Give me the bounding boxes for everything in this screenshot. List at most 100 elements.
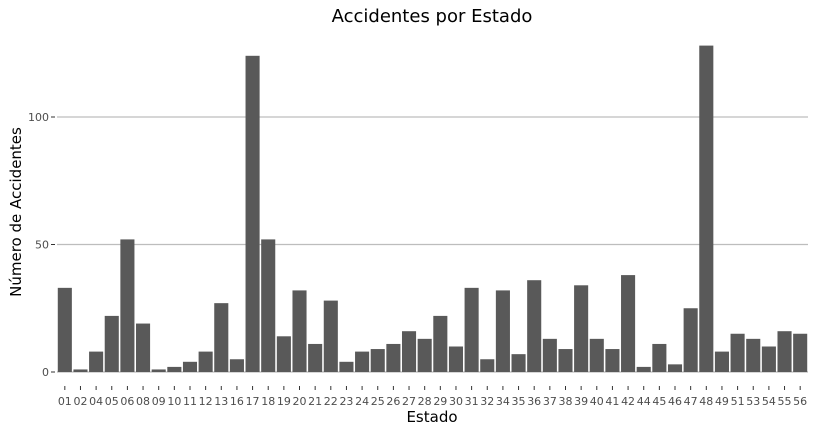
x-tick-label-24: 24 bbox=[355, 395, 369, 408]
x-tick-label-21: 21 bbox=[308, 395, 322, 408]
x-tick-label-05: 05 bbox=[105, 395, 119, 408]
bar-31 bbox=[464, 287, 479, 372]
x-tick-label-27: 27 bbox=[402, 395, 416, 408]
y-axis-title: Número de Accidentes bbox=[7, 127, 25, 297]
bar-29 bbox=[433, 315, 448, 372]
bar-45 bbox=[652, 343, 667, 372]
bar-53 bbox=[746, 338, 761, 372]
bar-54 bbox=[761, 346, 776, 372]
bar-02 bbox=[73, 369, 88, 372]
bar-55 bbox=[777, 331, 792, 372]
x-tick-label-08: 08 bbox=[136, 395, 150, 408]
bar-23 bbox=[339, 361, 354, 372]
bar-01 bbox=[57, 287, 72, 372]
x-tick-label-13: 13 bbox=[214, 395, 228, 408]
x-tick-label-38: 38 bbox=[558, 395, 572, 408]
x-tick-label-54: 54 bbox=[762, 395, 776, 408]
x-axis: 01 02 04 05 06 08 09 10 11 12 13 16 17 18 19 20 21 22 23 24… bbox=[58, 386, 807, 408]
x-tick-label-53: 53 bbox=[746, 395, 760, 408]
x-tick-label-22: 22 bbox=[324, 395, 338, 408]
x-tick-label-48: 48 bbox=[699, 395, 713, 408]
bar-51 bbox=[730, 333, 745, 372]
x-tick-label-41: 41 bbox=[605, 395, 619, 408]
x-tick-label-49: 49 bbox=[715, 395, 729, 408]
x-tick-label-26: 26 bbox=[386, 395, 400, 408]
bar-42 bbox=[621, 275, 636, 372]
bar-09 bbox=[151, 369, 166, 372]
x-tick-label-28: 28 bbox=[418, 395, 432, 408]
x-tick-label-47: 47 bbox=[684, 395, 698, 408]
bar-37 bbox=[542, 338, 557, 372]
x-tick-label-46: 46 bbox=[668, 395, 682, 408]
bar-18 bbox=[261, 239, 276, 372]
bar-35 bbox=[511, 354, 526, 372]
x-tick-label-30: 30 bbox=[449, 395, 463, 408]
bar-49 bbox=[714, 351, 729, 372]
x-tick-label-10: 10 bbox=[167, 395, 181, 408]
grid bbox=[57, 116, 808, 373]
bar-44 bbox=[636, 366, 651, 372]
bar-24 bbox=[355, 351, 370, 372]
y-tick-label: 50 bbox=[35, 239, 49, 252]
bar-17 bbox=[245, 55, 260, 373]
x-tick-label-19: 19 bbox=[277, 395, 291, 408]
bar-38 bbox=[558, 349, 573, 372]
x-tick-label-29: 29 bbox=[433, 395, 447, 408]
bar-05 bbox=[104, 315, 119, 372]
x-tick-label-44: 44 bbox=[637, 395, 651, 408]
x-tick-label-25: 25 bbox=[371, 395, 385, 408]
bar-12 bbox=[198, 351, 213, 372]
bar-21 bbox=[308, 343, 323, 372]
bar-04 bbox=[89, 351, 104, 372]
bar-41 bbox=[605, 349, 620, 372]
bar-06 bbox=[120, 239, 135, 372]
x-tick-label-56: 56 bbox=[793, 395, 807, 408]
x-tick-label-02: 02 bbox=[73, 395, 87, 408]
bar-39 bbox=[574, 285, 589, 372]
x-axis-title: Estado bbox=[406, 408, 457, 426]
bar-36 bbox=[527, 280, 542, 372]
x-tick-label-45: 45 bbox=[652, 395, 666, 408]
bar-26 bbox=[386, 343, 401, 372]
x-tick-label-31: 31 bbox=[465, 395, 479, 408]
x-tick-label-17: 17 bbox=[246, 395, 260, 408]
x-tick-label-20: 20 bbox=[293, 395, 307, 408]
x-tick-label-55: 55 bbox=[778, 395, 792, 408]
x-tick-label-09: 09 bbox=[152, 395, 166, 408]
bar-25 bbox=[370, 349, 385, 372]
x-tick-label-12: 12 bbox=[199, 395, 213, 408]
bar-19 bbox=[276, 336, 291, 372]
bar-28 bbox=[417, 338, 432, 372]
chart-title: Accidentes por Estado bbox=[332, 6, 533, 27]
bar-46 bbox=[667, 364, 683, 372]
bar-32 bbox=[480, 359, 495, 372]
bar-10 bbox=[167, 366, 182, 372]
bar-27 bbox=[401, 331, 417, 372]
bar-30 bbox=[448, 346, 464, 372]
x-tick-label-40: 40 bbox=[590, 395, 604, 408]
bar-22 bbox=[323, 300, 338, 372]
x-tick-label-06: 06 bbox=[120, 395, 134, 408]
bar-16 bbox=[229, 359, 244, 372]
y-tick-label: 0 bbox=[42, 366, 49, 379]
bar-11 bbox=[182, 361, 198, 372]
bar-40 bbox=[589, 338, 604, 372]
x-tick-label-01: 01 bbox=[58, 395, 72, 408]
bar-34 bbox=[495, 290, 510, 372]
y-axis: 0 50 100 bbox=[28, 111, 55, 379]
bar-08 bbox=[136, 323, 151, 372]
x-tick-label-32: 32 bbox=[480, 395, 494, 408]
x-tick-label-34: 34 bbox=[496, 395, 510, 408]
bar-47 bbox=[683, 308, 698, 372]
bar-20 bbox=[292, 290, 307, 372]
y-tick-label: 100 bbox=[28, 111, 49, 124]
bar-13 bbox=[214, 303, 229, 372]
bars bbox=[57, 45, 808, 373]
x-tick-label-23: 23 bbox=[339, 395, 353, 408]
x-tick-label-37: 37 bbox=[543, 395, 557, 408]
x-tick-label-35: 35 bbox=[512, 395, 526, 408]
x-tick-label-51: 51 bbox=[731, 395, 745, 408]
x-tick-label-42: 42 bbox=[621, 395, 635, 408]
